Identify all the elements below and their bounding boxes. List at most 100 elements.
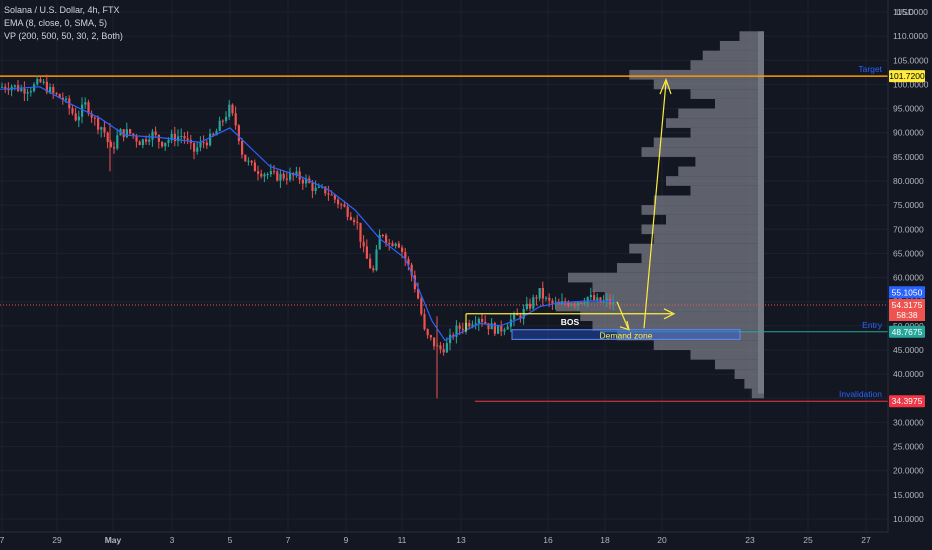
profile-bar	[653, 340, 764, 350]
candle-body	[196, 147, 199, 152]
candle-body	[349, 216, 352, 220]
candle-body	[167, 140, 170, 143]
candle-body	[589, 295, 592, 298]
x-tick-label: 20	[657, 535, 667, 545]
profile-bar	[641, 253, 764, 264]
candle-body	[484, 321, 487, 324]
candle-body	[503, 329, 506, 332]
candle-body	[301, 179, 304, 184]
y-tick-label: 40.0000	[893, 369, 924, 379]
x-tick-label: 13	[456, 535, 466, 545]
ema-indicator-label[interactable]: EMA (8, close, 0, SMA, 5)	[4, 18, 108, 28]
candle-body	[407, 259, 410, 265]
candle-body	[7, 88, 10, 91]
candle-body	[205, 142, 208, 146]
candle-body	[55, 93, 58, 95]
candle-body	[228, 104, 231, 117]
y-tick-label: 20.0000	[893, 466, 924, 476]
profile-bar	[666, 214, 764, 225]
y-tick-label: 85.0000	[893, 152, 924, 162]
currency-label[interactable]: USD	[896, 7, 914, 17]
y-tick-label: 95.0000	[893, 104, 924, 114]
candle-body	[391, 243, 394, 247]
profile-bar	[641, 224, 764, 235]
candle-body	[295, 171, 298, 176]
profile-bar	[734, 369, 764, 379]
profile-bar	[653, 79, 764, 90]
candle-body	[362, 241, 365, 247]
chart-legend: Solana / U.S. Dollar, 4h, FTX EMA (8, cl…	[4, 4, 123, 43]
candle-body	[138, 141, 141, 146]
candle-body	[388, 243, 391, 245]
y-tick-label: 105.0000	[893, 55, 929, 65]
candle-body	[317, 186, 320, 188]
candle-body	[356, 222, 359, 224]
candle-body	[20, 88, 23, 91]
candle-body	[413, 275, 416, 290]
candle-body	[493, 323, 496, 334]
candle-body	[570, 304, 573, 306]
profile-bar	[715, 359, 764, 370]
candle-body	[186, 138, 189, 140]
y-tick-label: 30.0000	[893, 417, 924, 427]
profile-bar	[695, 156, 764, 167]
candle-body	[61, 97, 64, 100]
price-axis[interactable]: 10.000015.000020.000025.000030.000035.00…	[0, 0, 929, 533]
candle-body	[202, 142, 205, 144]
symbol-title[interactable]: Solana / U.S. Dollar, 4h, FTX	[4, 5, 120, 15]
profile-bar	[719, 40, 764, 51]
y-tick-label: 115.0000	[893, 7, 928, 17]
level-label: Entry	[862, 320, 883, 330]
x-tick-label: 7	[0, 535, 5, 545]
vp-indicator-label[interactable]: VP (200, 500, 50, 30, 2, Both)	[4, 31, 123, 41]
candle-body	[532, 297, 535, 309]
candle-body	[132, 133, 135, 137]
x-tick-label: 23	[745, 535, 755, 545]
candle-body	[282, 173, 285, 179]
y-tick-label: 15.0000	[893, 490, 924, 500]
profile-bar	[666, 118, 764, 128]
candle-body	[327, 193, 330, 195]
candle-body	[148, 139, 151, 142]
candle-body	[42, 81, 45, 83]
candles	[1, 74, 615, 399]
candle-body	[535, 297, 538, 299]
candle-body	[359, 222, 362, 242]
candle-body	[525, 303, 528, 310]
candle-body	[458, 325, 461, 329]
candle-body	[378, 234, 381, 250]
candle-body	[253, 162, 256, 172]
candle-body	[234, 113, 237, 126]
candle-body	[279, 173, 282, 181]
y-tick-label: 110.0000	[893, 31, 928, 41]
candle-body	[314, 187, 317, 191]
candle-body	[250, 160, 253, 163]
candle-body	[209, 133, 212, 146]
candle-body	[173, 133, 176, 142]
candle-body	[397, 243, 400, 248]
candle-body	[471, 324, 474, 327]
candle-body	[77, 116, 80, 121]
level-price-tag-bg	[889, 325, 925, 338]
candle-body	[506, 326, 509, 330]
candle-body	[513, 313, 516, 320]
y-tick-label: 90.0000	[893, 128, 924, 138]
candle-body	[285, 178, 288, 180]
candle-body	[157, 134, 160, 142]
ema-tag-bg	[889, 286, 925, 299]
candle-body	[516, 313, 519, 316]
candle-body	[13, 85, 16, 87]
candle-body	[231, 104, 234, 114]
candle-body	[116, 135, 119, 149]
demand-zone-label: Demand zone	[600, 330, 653, 340]
profile-bar	[690, 185, 764, 196]
bos-label: BOS	[561, 317, 580, 327]
candle-body	[45, 81, 48, 93]
profile-bar	[690, 350, 764, 360]
candle-body	[103, 127, 106, 133]
profile-bar	[629, 243, 764, 254]
profile-bar	[592, 321, 764, 331]
candle-body	[49, 86, 52, 93]
time-axis[interactable]: 7 29 May 3 5 7 9 11 13 16 18 20 23 25 27	[0, 535, 871, 545]
